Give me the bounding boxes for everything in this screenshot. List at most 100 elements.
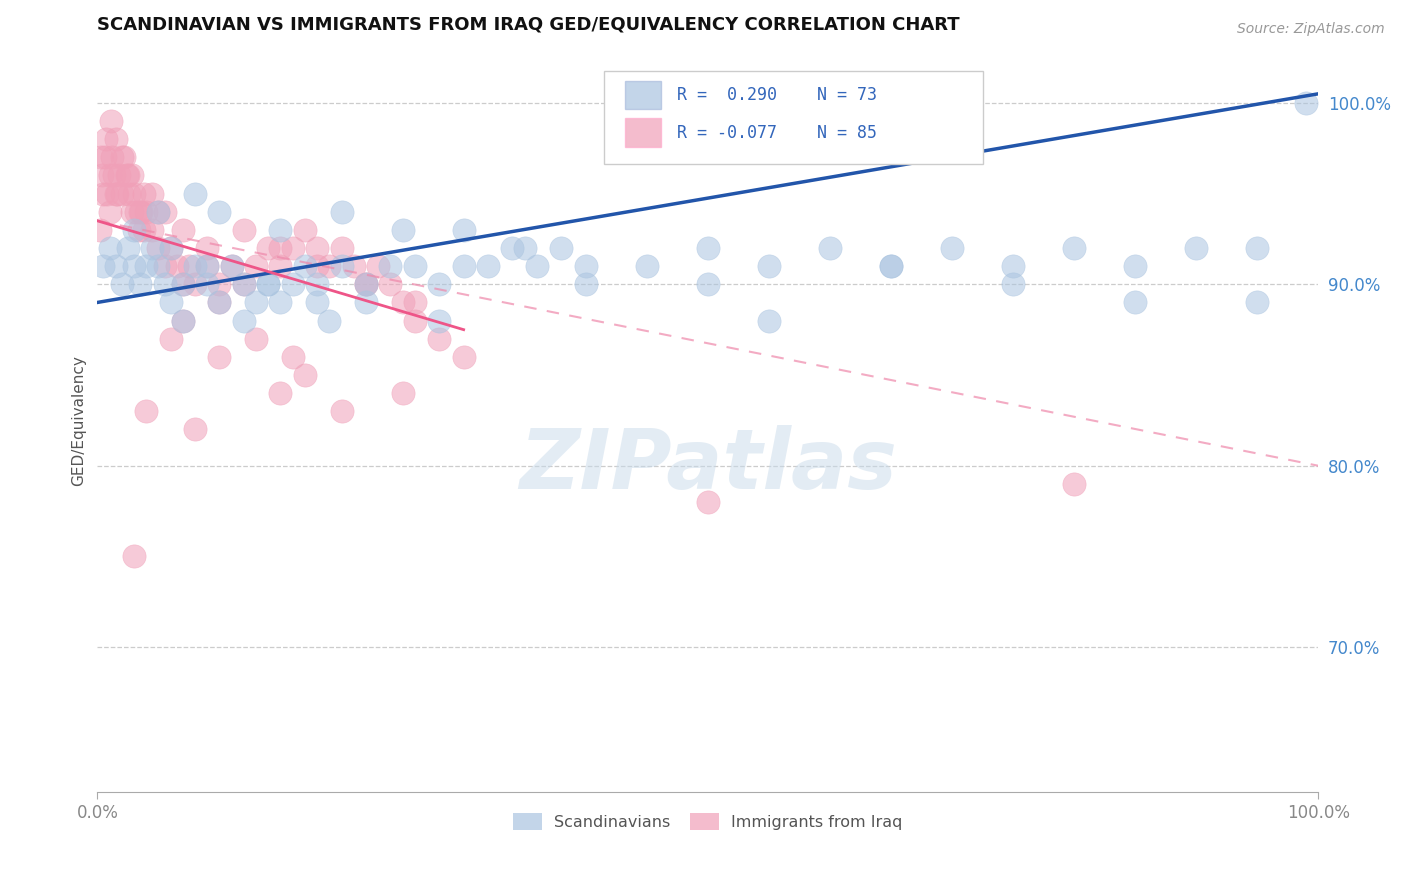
Point [117, 241, 139, 255]
Legend: Scandinavians, Immigrants from Iraq: Scandinavians, Immigrants from Iraq [506, 806, 910, 837]
Point [1002, 277, 1025, 292]
Point [294, 259, 316, 273]
Point [208, 295, 231, 310]
Point [307, 241, 329, 255]
Point [232, 277, 254, 292]
Point [1002, 259, 1025, 273]
Point [391, 386, 413, 401]
Point [195, 277, 218, 292]
Point [159, 241, 181, 255]
Point [195, 259, 218, 273]
Point [501, 241, 523, 255]
Point [221, 259, 243, 273]
Point [404, 313, 426, 327]
FancyBboxPatch shape [605, 70, 983, 164]
Point [281, 277, 304, 292]
Point [330, 259, 353, 273]
Point [404, 295, 426, 310]
Point [281, 350, 304, 364]
Point [184, 277, 207, 292]
Point [232, 313, 254, 327]
Point [269, 386, 291, 401]
Text: R =  0.290    N = 73: R = 0.290 N = 73 [678, 87, 877, 104]
Point [1185, 241, 1208, 255]
Point [221, 259, 243, 273]
Point [427, 277, 450, 292]
Point [257, 277, 280, 292]
Point [367, 259, 389, 273]
Point [245, 259, 267, 273]
Point [1246, 241, 1268, 255]
Point [172, 223, 194, 237]
Point [245, 295, 267, 310]
Point [122, 259, 145, 273]
Point [1063, 241, 1085, 255]
Point [354, 277, 377, 292]
Point [132, 223, 155, 237]
Y-axis label: GED/Equivalency: GED/Equivalency [72, 355, 86, 486]
Point [208, 204, 231, 219]
Point [208, 295, 231, 310]
Point [696, 241, 718, 255]
Point [269, 295, 291, 310]
Point [318, 259, 340, 273]
Point [880, 259, 903, 273]
Point [111, 277, 134, 292]
Text: SCANDINAVIAN VS IMMIGRANTS FROM IRAQ GED/EQUIVALENCY CORRELATION CHART: SCANDINAVIAN VS IMMIGRANTS FROM IRAQ GED… [97, 15, 960, 33]
Point [513, 241, 536, 255]
Point [380, 277, 402, 292]
Point [758, 313, 780, 327]
Point [696, 277, 718, 292]
Point [427, 332, 450, 346]
Point [696, 495, 718, 509]
Point [184, 259, 207, 273]
Point [294, 368, 316, 382]
Point [108, 169, 131, 183]
Point [232, 223, 254, 237]
Point [330, 241, 353, 255]
Point [105, 186, 128, 201]
Point [166, 259, 188, 273]
Point [1123, 259, 1146, 273]
Point [103, 169, 125, 183]
Point [880, 259, 903, 273]
Point [96, 186, 118, 201]
Point [148, 204, 170, 219]
Point [98, 204, 121, 219]
Point [115, 169, 138, 183]
Point [354, 277, 377, 292]
Point [195, 241, 218, 255]
Point [122, 186, 145, 201]
Point [121, 169, 143, 183]
Point [257, 277, 280, 292]
Point [100, 114, 122, 128]
FancyBboxPatch shape [624, 81, 661, 110]
Text: Source: ZipAtlas.com: Source: ZipAtlas.com [1237, 22, 1385, 37]
Point [477, 259, 499, 273]
Point [1246, 295, 1268, 310]
Point [575, 277, 598, 292]
Point [195, 259, 218, 273]
Point [453, 350, 475, 364]
Point [93, 150, 115, 164]
Point [128, 223, 150, 237]
Point [453, 223, 475, 237]
Point [153, 259, 176, 273]
Point [184, 422, 207, 436]
Point [269, 223, 291, 237]
Point [104, 132, 127, 146]
Point [245, 332, 267, 346]
Point [135, 404, 157, 418]
Point [391, 223, 413, 237]
Point [818, 241, 841, 255]
Point [550, 241, 572, 255]
Point [257, 241, 280, 255]
Point [159, 332, 181, 346]
Point [330, 204, 353, 219]
Point [232, 277, 254, 292]
Point [131, 204, 153, 219]
Point [117, 169, 139, 183]
Point [122, 223, 145, 237]
Point [141, 241, 163, 255]
Point [132, 186, 155, 201]
